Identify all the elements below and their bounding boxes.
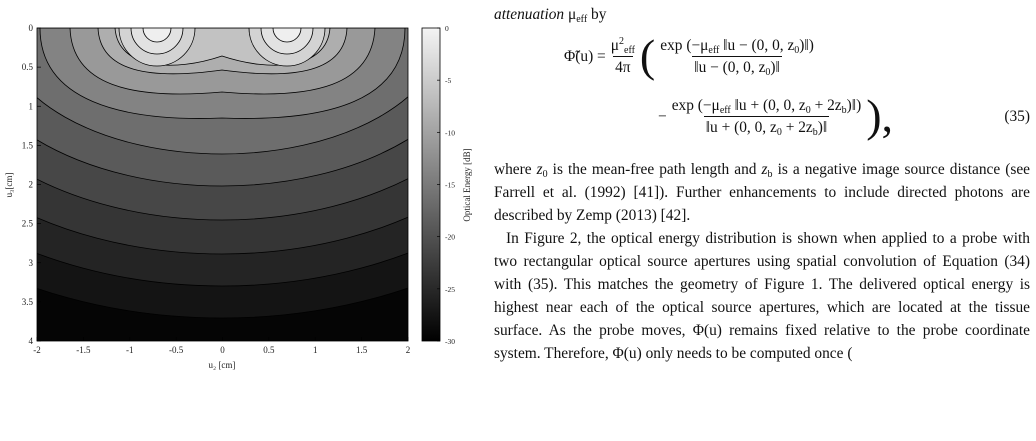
t: by: [591, 6, 607, 23]
den: 4π: [613, 55, 633, 78]
x-tick-label: 0: [220, 345, 225, 355]
figure: u₂ [cm] u₃[cm] Optical Energy [dB] -2 -1.…: [4, 23, 472, 370]
y-tick-label: 0.5: [22, 62, 34, 72]
t: 0: [794, 44, 800, 56]
t: eff: [624, 44, 635, 56]
t: Φ(u): [692, 322, 722, 339]
t: (: [639, 30, 656, 81]
eq-line: Φ̃(u) = μ2eff 4π ( exp (−μeff ‖u − (0, 0,…: [564, 26, 1030, 86]
colorbar-tick-label: -10: [445, 128, 455, 137]
frac: μ2eff 4π: [609, 35, 637, 78]
y-tick-label: 1: [29, 101, 34, 111]
t: In Figure 2, the optical energy distribu…: [494, 230, 1030, 339]
t: b: [812, 126, 818, 138]
t: is the mean-free path length and: [547, 161, 762, 178]
t: )‖): [799, 36, 814, 54]
t: b: [841, 104, 847, 116]
t: ‖u + (0, 0, z: [705, 118, 777, 136]
t: attenuation: [494, 6, 565, 23]
t: exp (−μ: [671, 96, 720, 114]
paragraph: where z0 is the mean-free path length an…: [494, 158, 1030, 227]
x-tick-label: -0.5: [169, 345, 184, 355]
t: 0: [542, 169, 548, 180]
t: is a negative image source distance (see…: [494, 161, 1030, 224]
x-tick-label: -1.5: [76, 345, 91, 355]
t: where: [494, 161, 537, 178]
t: μ: [567, 6, 577, 23]
t: ),: [866, 90, 894, 141]
x-label: u₂ [cm]: [209, 360, 236, 370]
num: exp (−μeff ‖u + (0, 0, z0 + 2zb)‖): [670, 95, 864, 116]
t: Φ(u): [612, 345, 642, 362]
x-tick-label: 1.5: [356, 345, 368, 355]
t: ‖u + (0, 0, z: [730, 96, 806, 114]
equation: Φ̃(u) = μ2eff 4π ( exp (−μeff ‖u − (0, 0,…: [494, 26, 1030, 146]
frac: exp (−μeff ‖u − (0, 0, z0)‖) ‖u − (0, 0, …: [658, 35, 816, 78]
t: + 2z: [781, 118, 813, 136]
x-tick-label: -1: [126, 345, 134, 355]
t: )‖: [770, 58, 780, 76]
t: + 2z: [810, 96, 842, 114]
t: ‖u − (0, 0, z: [719, 36, 795, 54]
den: ‖u − (0, 0, z0)‖: [692, 55, 782, 78]
t: )‖): [846, 96, 862, 114]
t: ‖u − (0, 0, z: [694, 58, 766, 76]
t: 0: [776, 126, 782, 138]
x-tick-label: 0.5: [263, 345, 275, 355]
colorbar-tick-label: -15: [445, 181, 455, 190]
t: 2: [619, 35, 624, 47]
colorbar-label: Optical Energy [dB]: [462, 148, 472, 221]
t: eff: [708, 44, 720, 56]
y-tick-label: 1.5: [22, 140, 34, 150]
t: 0: [765, 66, 771, 78]
num: exp (−μeff ‖u − (0, 0, z0)‖): [658, 35, 816, 56]
t: 0: [805, 104, 811, 116]
t: μ: [610, 36, 619, 54]
colorbar-tick-label: -30: [445, 337, 455, 346]
eq-line: − exp (−μeff ‖u + (0, 0, z0 + 2zb)‖) ‖u +…: [564, 86, 1030, 146]
y-tick-label: 3.5: [22, 297, 34, 307]
y-tick-label: 3: [29, 258, 34, 268]
colorbar-tick-label: -5: [445, 76, 451, 85]
colorbar-tick-label: 0: [445, 24, 449, 33]
t: eff: [719, 104, 731, 116]
y-tick-label: 4: [29, 336, 34, 346]
t: remains fixed relative to the probe coor…: [494, 322, 1030, 362]
t: b: [767, 169, 773, 180]
t: Φ̃(u) =: [564, 47, 606, 65]
text-column: attenuation μeff by Φ̃(u) = μ2eff 4π ( ex…: [494, 3, 1030, 365]
den: ‖u + (0, 0, z0 + 2zb)‖: [703, 115, 830, 138]
t: only needs to be computed once (: [641, 345, 853, 362]
equation-number: (35): [1004, 107, 1030, 125]
x-tick-label: -2: [33, 345, 41, 355]
t: exp (−μ: [660, 36, 709, 54]
frac: exp (−μeff ‖u + (0, 0, z0 + 2zb)‖) ‖u + (…: [670, 95, 864, 138]
y-tick-label: 2.5: [22, 219, 34, 229]
t: eff: [576, 14, 588, 25]
y-tick-label: 2: [29, 180, 34, 190]
intro: attenuation μeff by: [494, 3, 1030, 26]
paragraph: In Figure 2, the optical energy distribu…: [494, 227, 1030, 365]
t: −: [658, 107, 667, 125]
y-label: u₃[cm]: [4, 173, 14, 198]
t: z: [761, 161, 768, 178]
x-tick-label: 1: [313, 345, 318, 355]
x-tick-label: 2: [406, 345, 411, 355]
num: μ2eff: [609, 35, 637, 56]
contour-bands: [37, 28, 408, 341]
y-tick-label: 0: [29, 23, 34, 33]
colorbar-tick-label: -25: [445, 285, 455, 294]
t: z: [536, 161, 543, 178]
t: )‖: [817, 118, 828, 136]
colorbar-tick-label: -20: [445, 233, 455, 242]
